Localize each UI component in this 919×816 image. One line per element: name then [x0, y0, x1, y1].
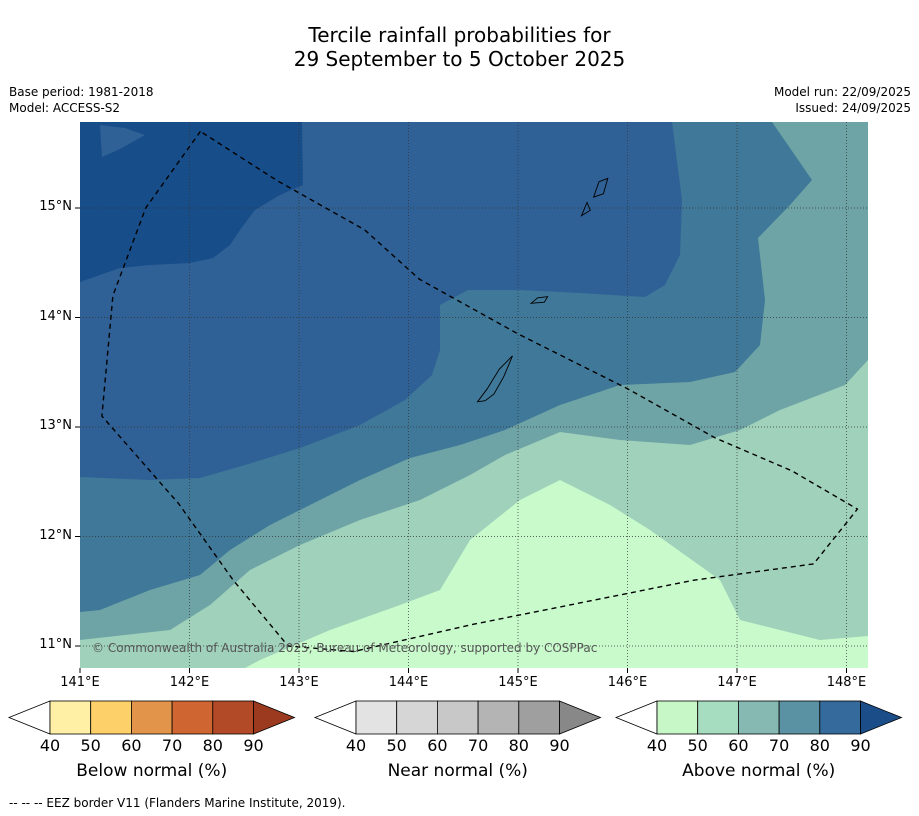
colorbar-tick-label: 50 [80, 736, 101, 755]
island-tinian [580, 201, 591, 217]
eez-border-line [101, 130, 859, 653]
lon-tick-label: 148°E [826, 675, 867, 690]
lon-tick-label: 143°E [279, 675, 319, 690]
contour-90 [80, 122, 303, 282]
colorbar-tick-label: 60 [728, 736, 749, 755]
lon-tick-label: 142°E [169, 675, 210, 690]
colorbar-segment [49, 700, 92, 735]
colorbar-segment [697, 700, 739, 735]
colorbar-tick-label: 80 [809, 736, 830, 755]
lat-tick-label: 15°N [39, 199, 72, 214]
colorbar-segment [477, 700, 520, 735]
colorbar-segment [656, 700, 699, 735]
colorbar-label: Near normal (%) [387, 761, 528, 781]
grid-lines [80, 122, 868, 668]
colorbar-tick-label: 50 [386, 736, 407, 755]
colorbar-tick-label: 70 [161, 736, 183, 755]
colorbar-tick-label: 80 [202, 736, 223, 755]
issued-date: Issued: 24/09/2025 [795, 101, 911, 115]
island-rota [529, 296, 549, 304]
colorbar-low-arrow [7, 700, 51, 735]
island-saipan [592, 177, 609, 198]
colorbar-segment [130, 700, 173, 735]
lat-tick-label: 12°N [39, 527, 72, 543]
colorbar-segment [396, 700, 438, 735]
colorbar-tick-label: 90 [549, 736, 570, 755]
colorbar-segment [212, 700, 254, 735]
eez-border [101, 130, 859, 653]
title-line-1: Tercile rainfall probabilities for [308, 23, 611, 47]
colorbar-segment [436, 700, 479, 735]
colorbar-tick-label: 90 [243, 736, 264, 755]
probability-contours [80, 122, 868, 668]
island-guam [476, 355, 513, 403]
model-name: Model: ACCESS-S2 [9, 101, 121, 115]
title-line-2: 29 September to 5 October 2025 [293, 47, 626, 71]
colorbar-tick-label: 40 [39, 736, 61, 755]
colorbar-segment [738, 700, 780, 735]
copyright-notice: © Commonwealth of Australia 2025, Bureau… [92, 641, 598, 655]
colorbar-tick-label: 50 [687, 736, 708, 755]
colorbar-segment [518, 700, 560, 735]
colorbar-label: Above normal (%) [682, 761, 836, 781]
colorbar-tick-label: 60 [121, 736, 142, 755]
colorbar-segment [819, 700, 861, 735]
colorbar-segment [355, 700, 398, 735]
colorbar-tick-label: 40 [345, 736, 367, 755]
colorbar-high-arrow [559, 700, 602, 735]
colorbar-tick-label: 70 [768, 736, 790, 755]
colorbar-tick-label: 60 [427, 736, 448, 755]
colorbar-low-arrow [614, 700, 658, 735]
colorbar-tick-label: 40 [646, 736, 668, 755]
lon-tick-label: 144°E [388, 675, 429, 690]
lat-tick-label: 11°N [39, 637, 72, 652]
colorbar-high-arrow [253, 700, 296, 735]
lon-tick-label: 146°E [607, 675, 648, 690]
eez-footnote: -- -- -- EEZ border V11 (Flanders Marine… [9, 796, 346, 810]
contour-80-patch [100, 125, 145, 157]
colorbar-tick-label: 90 [850, 736, 871, 755]
lat-tick-label: 13°N [39, 418, 72, 433]
colorbar-tick-label: 70 [467, 736, 489, 755]
colorbar-high-arrow [860, 700, 903, 735]
islands [476, 177, 609, 403]
lon-tick-label: 141°E [60, 675, 100, 690]
colorbar-tick-label: 80 [508, 736, 529, 755]
colorbar-segment [778, 700, 821, 735]
colorbar-segment [90, 700, 132, 735]
axis-ticks [75, 207, 847, 673]
colorbar-segment [171, 700, 214, 735]
lon-tick-label: 147°E [717, 675, 757, 690]
colorbars [7, 700, 903, 735]
model-run: Model run: 22/09/2025 [773, 85, 911, 99]
lon-tick-label: 145°E [498, 675, 538, 690]
colorbar-label: Below normal (%) [76, 761, 228, 781]
colorbar-low-arrow [313, 700, 357, 735]
base-period: Base period: 1981-2018 [9, 85, 154, 99]
lat-tick-label: 14°N [39, 308, 72, 324]
